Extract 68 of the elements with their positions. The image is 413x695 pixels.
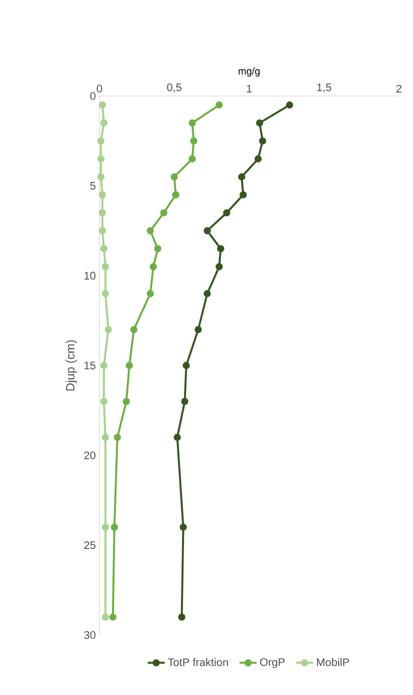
point (97, 137, 104, 145)
point (194, 326, 202, 334)
point (182, 362, 190, 370)
x-axis-title: mg/g (238, 67, 260, 77)
point (216, 263, 223, 270)
point (259, 137, 266, 145)
point (188, 119, 196, 127)
point (238, 173, 246, 180)
y-tick-label: 10 (84, 272, 96, 280)
point (254, 155, 262, 162)
legend-label: OrgP (260, 658, 285, 668)
point (100, 362, 108, 370)
point (97, 155, 104, 162)
point (102, 434, 109, 441)
point (100, 245, 108, 252)
point (223, 209, 230, 216)
point (190, 137, 198, 145)
point (154, 245, 162, 252)
point (104, 326, 112, 334)
point (256, 119, 264, 127)
point (110, 524, 118, 531)
x-tick-label: 0 (96, 84, 102, 92)
point (204, 290, 211, 298)
y-axis-title: Djup (cm) (66, 340, 77, 390)
point (126, 362, 133, 370)
point (188, 155, 196, 162)
legend-label: MobilP (317, 658, 350, 666)
point (102, 524, 109, 531)
point (100, 119, 108, 127)
point (114, 434, 121, 441)
point (97, 173, 104, 180)
point (98, 227, 106, 234)
x-tick-label: 1 (246, 84, 252, 92)
x-tick-label: 1,5 (317, 84, 332, 92)
point (178, 613, 186, 621)
point (102, 613, 109, 621)
y-tick-label: 25 (84, 541, 96, 550)
y-tick-label: 5 (90, 182, 96, 190)
point (216, 101, 223, 109)
y-tick-label: 20 (84, 451, 96, 460)
point (130, 326, 138, 334)
point (174, 434, 181, 441)
point (102, 290, 109, 298)
point (181, 398, 188, 406)
point (217, 245, 224, 252)
point (170, 173, 178, 180)
point (240, 191, 247, 198)
point (286, 101, 294, 109)
y-tick-label: 30 (84, 631, 96, 639)
point (150, 263, 157, 270)
point (180, 524, 187, 531)
point (102, 263, 109, 270)
point (98, 191, 106, 198)
point (98, 209, 106, 216)
y-tick-label: 15 (84, 362, 96, 370)
point (146, 290, 154, 298)
point (172, 191, 180, 198)
point (204, 227, 211, 234)
x-tick-label: 0,5 (167, 83, 182, 92)
legend-label: TotP fraktion (168, 658, 228, 666)
point (98, 101, 106, 109)
point (146, 227, 154, 234)
point (109, 613, 116, 621)
y-tick-label: 0 (90, 92, 96, 100)
point (122, 398, 130, 406)
x-tick-label: 2 (396, 84, 402, 92)
point (160, 209, 168, 216)
point (100, 398, 108, 406)
